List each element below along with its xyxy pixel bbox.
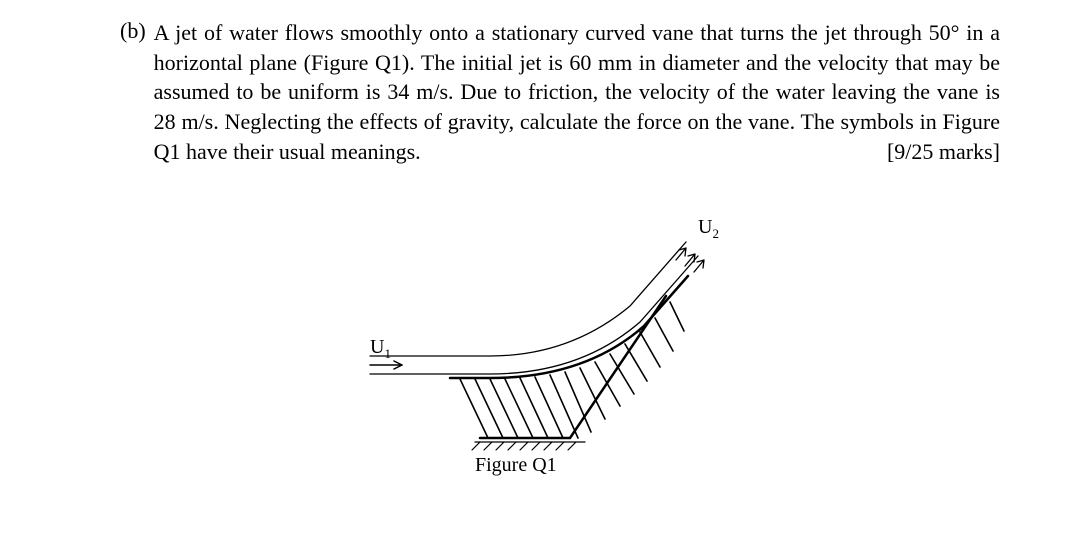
question-body: A jet of water flows smoothly onto a sta… xyxy=(154,18,1000,166)
marks-label: [9/25 marks] xyxy=(887,137,1000,167)
figure-svg xyxy=(340,216,780,476)
figure-caption: Figure Q1 xyxy=(475,454,557,477)
figure-area: U1 U2 Figure Q1 xyxy=(120,216,1000,476)
question-container: (b) A jet of water flows smoothly onto a… xyxy=(120,18,1000,166)
label-u2: U2 xyxy=(698,216,719,242)
u2-main: U xyxy=(698,216,712,238)
text-part1: A jet of water flows smoothly onto a sta… xyxy=(154,20,951,45)
question-text: A jet of water flows smoothly onto a sta… xyxy=(154,18,1000,166)
u1-main: U xyxy=(370,336,384,358)
question-label: (b) xyxy=(120,18,154,44)
figure-block: U1 U2 Figure Q1 xyxy=(340,216,780,476)
u1-sub: 1 xyxy=(384,346,391,361)
u2-sub: 2 xyxy=(712,226,719,241)
label-u1: U1 xyxy=(370,336,391,362)
